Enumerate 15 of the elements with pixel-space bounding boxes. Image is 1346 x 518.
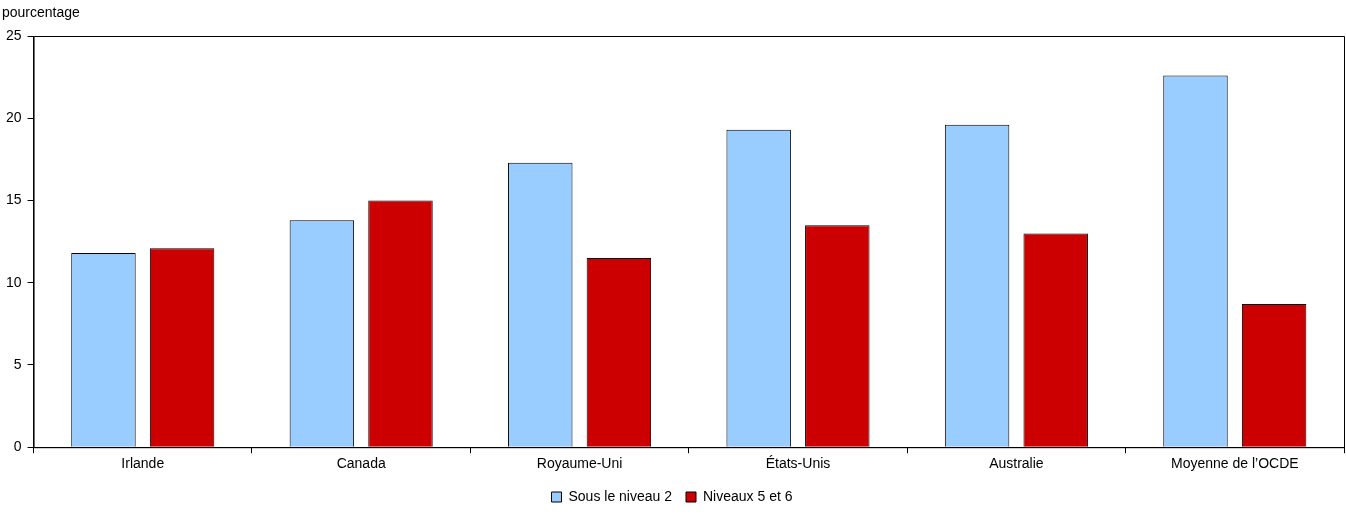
x-tick-label: Moyenne de l’OCDE — [1170, 455, 1299, 472]
x-tick-label: Australie — [989, 455, 1044, 472]
x-tick-label: États-Unis — [765, 455, 831, 472]
legend-label: Sous le niveau 2 — [568, 487, 673, 504]
y-tick-label: 15 — [5, 191, 22, 208]
y-tick-label: 5 — [13, 355, 22, 372]
legend-label: Niveaux 5 et 6 — [703, 487, 793, 504]
y-tick-label: 20 — [5, 109, 22, 126]
y-tick-label: 25 — [5, 26, 22, 43]
y-tick-label: 0 — [13, 438, 22, 455]
x-tick-label: Irlande — [121, 455, 165, 472]
y-tick-label: 10 — [5, 273, 22, 290]
y-axis-title: pourcentage — [2, 3, 81, 20]
x-tick-label: Canada — [336, 455, 386, 472]
x-tick-label: Royaume-Uni — [536, 455, 623, 472]
